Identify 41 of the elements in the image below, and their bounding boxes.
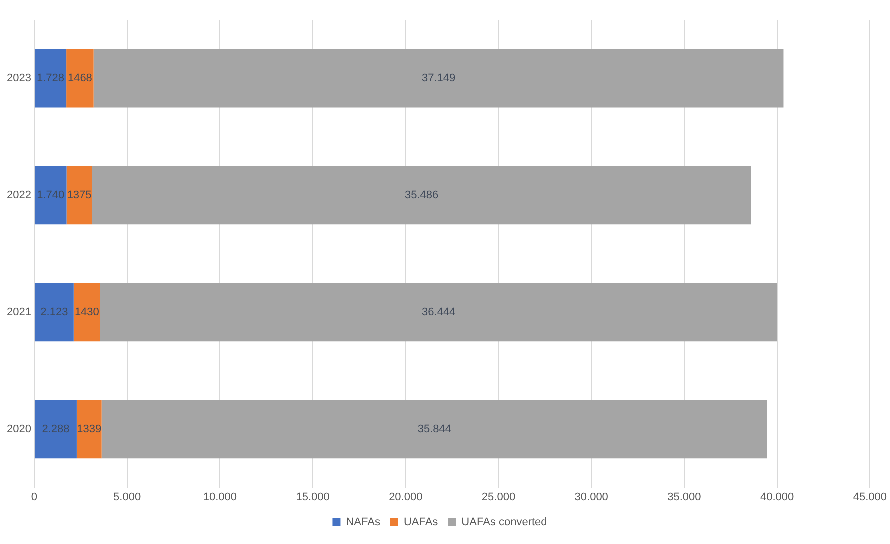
y-tick-label: 2022 <box>6 189 32 202</box>
data-label: 35.844 <box>418 423 452 436</box>
data-label: 35.486 <box>405 189 439 202</box>
data-label: 2.288 <box>42 423 70 436</box>
x-tick-label: 10.000 <box>203 491 238 504</box>
data-label: 1430 <box>74 306 100 318</box>
bar <box>100 283 778 342</box>
bar <box>102 400 768 459</box>
bar <box>66 166 92 225</box>
x-tick-label: 25.000 <box>482 491 516 504</box>
data-label: 37.149 <box>422 72 456 85</box>
y-tick-label: 2023 <box>6 72 32 85</box>
x-tick-label: 40.000 <box>760 491 794 504</box>
data-label: 1.740 <box>37 189 65 202</box>
legend-label: UAFAs <box>404 516 439 529</box>
x-tick-label: 15.000 <box>296 491 330 504</box>
x-tick-label: 30.000 <box>574 491 608 504</box>
data-label: 2.123 <box>40 306 68 318</box>
y-tick-label: 2021 <box>6 306 32 318</box>
bar <box>34 283 74 342</box>
x-tick-label: 20.000 <box>389 491 423 504</box>
data-label: 36.444 <box>422 306 456 318</box>
bar <box>74 283 100 342</box>
legend-label: NAFAs <box>346 516 381 529</box>
x-tick-label: 35.000 <box>668 491 702 504</box>
bar <box>76 400 102 459</box>
bar <box>34 166 67 225</box>
bar <box>92 166 752 225</box>
bar <box>66 49 94 108</box>
data-label: 1339 <box>77 423 102 436</box>
data-label: 1375 <box>67 189 92 202</box>
bar <box>34 400 77 459</box>
data-label: 1.728 <box>37 72 65 85</box>
x-tick-label: 5.000 <box>114 491 142 504</box>
x-tick-label: 45.000 <box>853 491 888 504</box>
x-tick-label: 0 <box>31 491 38 504</box>
y-tick-label: 2020 <box>6 423 32 436</box>
bar <box>34 49 67 108</box>
bar <box>94 49 784 108</box>
legend-label: UAFAs converted <box>462 516 548 529</box>
data-label: 1468 <box>68 72 92 85</box>
